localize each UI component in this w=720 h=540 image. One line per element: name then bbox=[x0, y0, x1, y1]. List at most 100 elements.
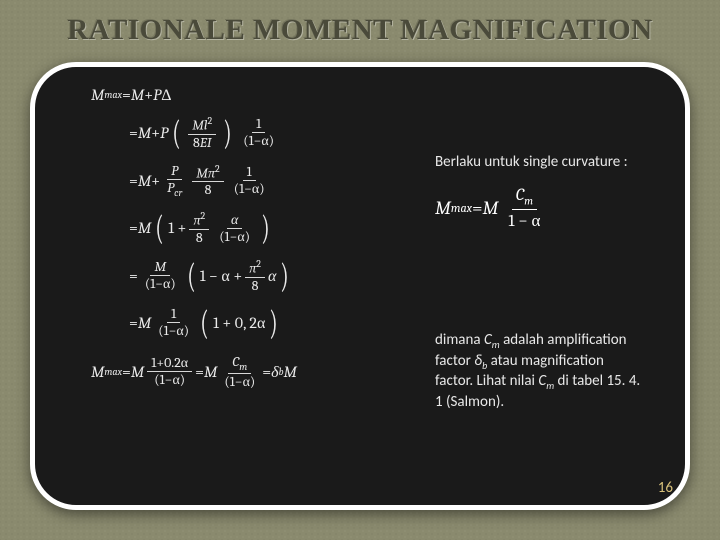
eq-term: M bbox=[483, 197, 499, 221]
eq-term: M bbox=[138, 125, 151, 141]
equation-row: = M + P Pcr Mπ2 8 1 (1−α) bbox=[91, 163, 421, 199]
equation-row: = M + P ( Ml2 8EI ) 1 (1−α) bbox=[91, 115, 421, 151]
eq-term: 1 bbox=[252, 116, 265, 133]
eq-sign: = bbox=[129, 220, 138, 236]
page-title: RATIONALE MOMENT MAGNIFICATION bbox=[0, 0, 720, 55]
eq-sign: = bbox=[472, 197, 483, 221]
fraction: 1 (1−α) bbox=[230, 164, 269, 197]
fraction: Ml2 8EI bbox=[188, 115, 216, 151]
eq-term: α bbox=[268, 268, 276, 284]
eq-term: M bbox=[138, 315, 151, 331]
eq-sign: = bbox=[129, 315, 138, 331]
eq-plus: + bbox=[151, 125, 160, 141]
eq-term: 1 + bbox=[168, 220, 186, 236]
eq-term: (1−α) bbox=[220, 374, 259, 390]
eq-term: P bbox=[171, 162, 178, 179]
note-line-2: dimana Cm adalah amplification factor δb… bbox=[435, 331, 645, 411]
eq-term: π bbox=[208, 164, 215, 181]
note-text: dimana bbox=[435, 331, 484, 349]
eq-sub: m bbox=[239, 361, 247, 373]
fraction: P Pcr bbox=[163, 163, 186, 199]
eq-term: M bbox=[196, 164, 208, 181]
eq-sign: = bbox=[129, 125, 138, 141]
eq-term: M bbox=[131, 87, 144, 103]
eq-term: (1−α) bbox=[141, 276, 180, 292]
equation-row: Mmax = M + P Δ bbox=[91, 87, 421, 103]
eq-plus: + bbox=[144, 87, 153, 103]
note-text: δ bbox=[474, 352, 482, 370]
eq-term: M bbox=[138, 173, 151, 189]
eq-term: (1−α) bbox=[239, 133, 278, 149]
fraction: 1 (1−α) bbox=[154, 306, 193, 339]
eq-term: E bbox=[200, 134, 207, 151]
equation-row: Mmax = M 1+0.2α (1−α) = M Cm (1−α) = δb … bbox=[91, 354, 421, 390]
fraction: Cm 1 − α bbox=[504, 184, 544, 233]
eq-term: (1−α) bbox=[154, 323, 193, 339]
note-text: C bbox=[484, 331, 492, 349]
eq-term: M bbox=[154, 258, 166, 275]
eq-sub: max bbox=[451, 201, 472, 216]
eq-sub: cr bbox=[174, 186, 182, 198]
eq-lhs: M bbox=[91, 87, 104, 103]
eq-term: P bbox=[153, 87, 161, 103]
note-line-1: Berlaku untuk single curvature : bbox=[435, 153, 645, 172]
eq-lhs: M bbox=[91, 364, 104, 380]
eq-term: 1 − α bbox=[504, 210, 544, 233]
fraction: π2 8 bbox=[245, 258, 265, 294]
eq-term: 1 bbox=[167, 306, 180, 323]
equation-row: = M (1−α) ( 1 − α + π2 8 α ) bbox=[91, 258, 421, 294]
eq-sub: m bbox=[524, 194, 533, 207]
equation-row: = M ( 1 + π2 8 α (1−α) ) bbox=[91, 210, 421, 246]
eq-term: M bbox=[192, 117, 204, 134]
notes-column: Berlaku untuk single curvature : Mmax = … bbox=[435, 153, 645, 411]
fraction: M (1−α) bbox=[141, 259, 180, 292]
eq-term: (1−α) bbox=[215, 229, 254, 245]
eq-sup: 2 bbox=[256, 258, 261, 270]
eq-lhs-sub: max bbox=[104, 367, 122, 377]
eq-term: 8 bbox=[192, 230, 207, 246]
eq-term: α bbox=[231, 211, 238, 228]
fraction: π2 8 bbox=[189, 210, 209, 246]
eq-term: 1 + 0, 2α bbox=[213, 315, 265, 331]
fraction: α (1−α) bbox=[215, 212, 254, 245]
eq-term: M bbox=[435, 197, 451, 221]
eq-sign: = bbox=[129, 268, 138, 284]
eq-sub: m bbox=[492, 338, 500, 351]
eq-term: 8 bbox=[201, 182, 216, 198]
eq-term: Δ bbox=[161, 87, 171, 103]
eq-sign: = bbox=[195, 364, 204, 380]
eq-term: P bbox=[160, 125, 168, 141]
content-panel: Mmax = M + P Δ = M + P ( Ml2 8EI bbox=[30, 62, 690, 510]
eq-term: (1−α) bbox=[150, 372, 189, 388]
eq-sign: = bbox=[122, 364, 131, 380]
eq-sup: 2 bbox=[215, 163, 220, 175]
eq-term: 1 bbox=[243, 164, 256, 181]
eq-term: M bbox=[138, 220, 151, 236]
eq-term: I bbox=[207, 134, 212, 151]
eq-sign: = bbox=[122, 87, 131, 103]
eq-plus: + bbox=[151, 173, 160, 189]
eq-sub: m bbox=[546, 379, 554, 392]
eq-term: 8 bbox=[248, 278, 263, 294]
fraction: Mπ2 8 bbox=[192, 163, 223, 199]
eq-term: (1−α) bbox=[230, 181, 269, 197]
eq-term: 1+0.2α bbox=[147, 355, 192, 372]
eq-term: C bbox=[516, 186, 524, 205]
eq-sup: 2 bbox=[207, 115, 212, 127]
fraction: 1+0.2α (1−α) bbox=[147, 355, 192, 388]
eq-sup: 2 bbox=[200, 210, 205, 222]
page-number: 16 bbox=[658, 479, 673, 497]
eq-term: 8 bbox=[193, 134, 200, 151]
eq-term: M bbox=[204, 364, 217, 380]
equation-column: Mmax = M + P Δ = M + P ( Ml2 8EI bbox=[91, 87, 421, 402]
eq-term: M bbox=[131, 364, 144, 380]
note-equation: Mmax = M Cm 1 − α bbox=[435, 184, 547, 233]
eq-sign: = bbox=[129, 173, 138, 189]
fraction: 1 (1−α) bbox=[239, 116, 278, 149]
eq-term: 1 − α + bbox=[200, 268, 242, 284]
eq-term: M bbox=[284, 364, 297, 380]
eq-sign: = bbox=[262, 364, 271, 380]
equation-row: = M 1 (1−α) ( 1 + 0, 2α ) bbox=[91, 306, 421, 340]
eq-lhs-sub: max bbox=[104, 90, 122, 100]
fraction: Cm (1−α) bbox=[220, 354, 259, 390]
